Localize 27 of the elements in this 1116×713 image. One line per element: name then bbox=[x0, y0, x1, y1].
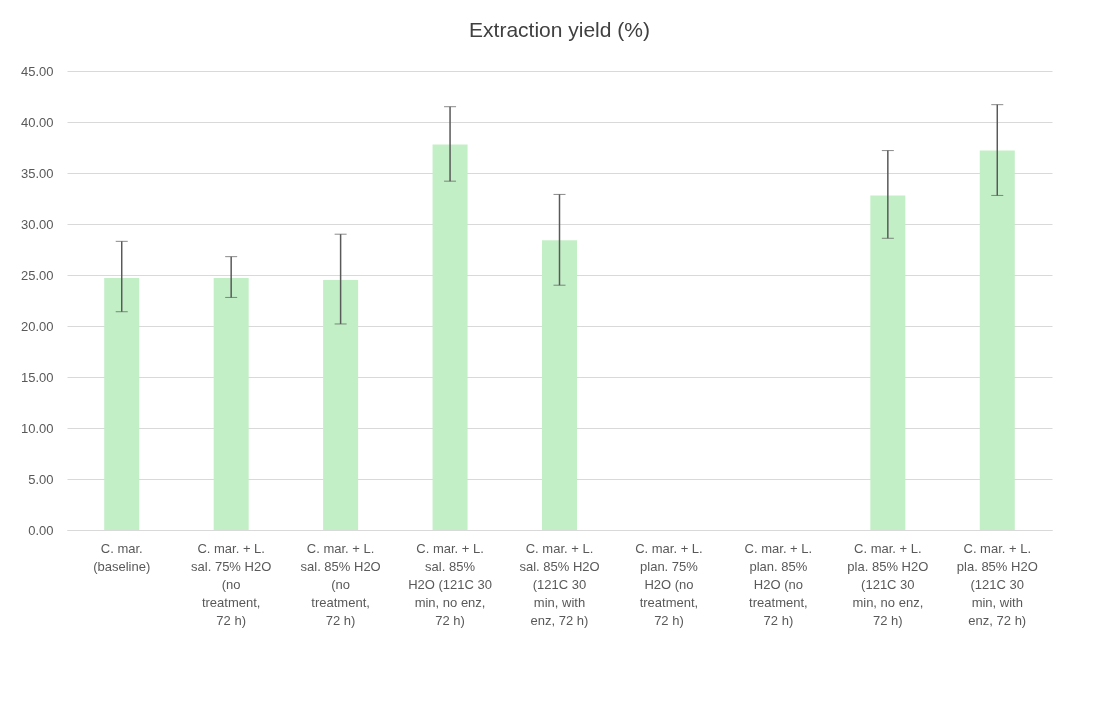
y-tick-label: 45.00 bbox=[20, 63, 54, 79]
bar bbox=[979, 150, 1015, 530]
bar bbox=[104, 278, 140, 530]
y-tick-label: 15.00 bbox=[20, 369, 54, 385]
x-tick-label: C. mar. + L. pla. 85% H2O (121C 30 min, with enz, 72 h) bbox=[956, 540, 1038, 628]
y-tick-label: 10.00 bbox=[20, 420, 54, 436]
x-tick-label: C. mar. + L. plan. 75% H2O (no treatment, 72 h) bbox=[635, 540, 703, 628]
x-tick-label: C. mar. + L. pla. 85% H2O (121C 30 min, no enz, 72 h) bbox=[847, 540, 929, 628]
bar bbox=[432, 144, 468, 530]
x-tick-label: C. mar. + L. sal. 85% H2O (121C 30 min, no enz, 72 h) bbox=[408, 540, 492, 628]
x-tick-label: C. mar. + L. sal. 75% H2O (no treatment, 72 h) bbox=[191, 540, 272, 628]
bar bbox=[213, 278, 249, 530]
x-tick-label: C. mar. + L. sal. 85% H2O (no treatment, 72 h) bbox=[300, 540, 381, 628]
y-tick-label: 30.00 bbox=[20, 216, 54, 232]
y-tick-label: 40.00 bbox=[20, 114, 54, 130]
y-tick-label: 35.00 bbox=[20, 165, 54, 181]
y-tick-label: 25.00 bbox=[20, 267, 54, 283]
y-tick-label: 0.00 bbox=[28, 522, 54, 538]
x-tick-label: C. mar. + L. plan. 85% H2O (no treatment, 72 h) bbox=[744, 540, 813, 628]
bar bbox=[541, 240, 578, 530]
bar bbox=[323, 280, 359, 530]
chart-title: Extraction yield (%) bbox=[469, 18, 650, 41]
y-tick-label: 20.00 bbox=[20, 318, 54, 334]
y-tick-label: 5.00 bbox=[28, 471, 54, 487]
x-tick-label: C. mar. + L. sal. 85% H2O (121C 30 min, with enz, 72 h) bbox=[519, 540, 600, 628]
bar bbox=[870, 195, 906, 530]
x-tick-label: C. mar. (baseline) bbox=[93, 540, 151, 574]
